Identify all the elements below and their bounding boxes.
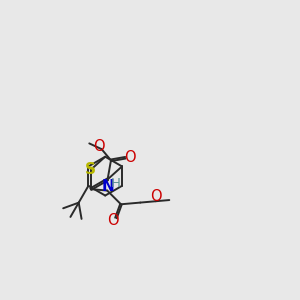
Text: H: H [111, 177, 121, 190]
Text: S: S [85, 162, 96, 177]
Text: O: O [150, 189, 162, 204]
Text: O: O [107, 213, 118, 228]
Text: N: N [101, 178, 114, 194]
Text: O: O [124, 150, 136, 165]
Text: O: O [93, 139, 104, 154]
